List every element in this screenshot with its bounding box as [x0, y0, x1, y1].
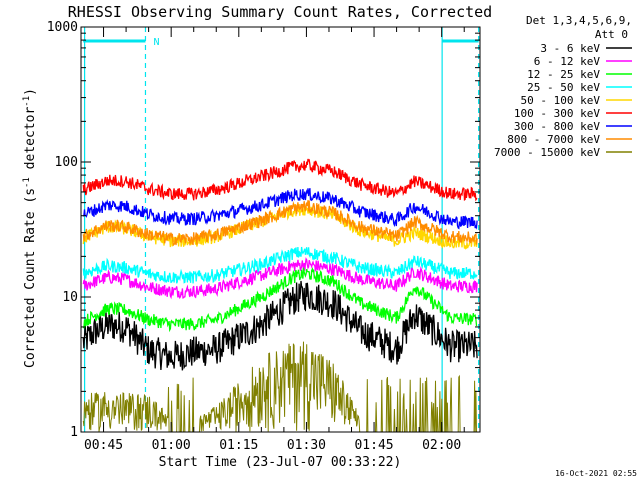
x-tick-label: 01:45	[354, 438, 393, 453]
legend-label-1: 6 - 12 keV	[534, 55, 601, 68]
chart-title: RHESSI Observing Summary Count Rates, Co…	[68, 3, 492, 21]
x-tick-label: 01:15	[219, 438, 258, 453]
x-tick-label: 02:00	[422, 438, 461, 453]
legend-label-7: 800 - 7000 keV	[507, 133, 600, 146]
series-line-5	[82, 158, 478, 202]
y-tick-label: 1000	[47, 20, 78, 35]
legend-label-4: 50 - 100 keV	[521, 94, 601, 107]
legend-label-0: 3 - 6 keV	[540, 42, 600, 55]
footer-timestamp: 16-Oct-2021 02:55	[555, 469, 637, 478]
series-line-0	[82, 280, 478, 371]
x-tick-label: 01:30	[287, 438, 326, 453]
observing-bar-label: N	[153, 37, 159, 48]
y-tick-label: 100	[55, 155, 78, 170]
legend-label-8: 7000 - 15000 keV	[494, 146, 600, 159]
x-tick-label: 00:45	[84, 438, 123, 453]
y-axis-label-sup1: -1	[22, 177, 32, 188]
y-tick-label: 1	[70, 425, 78, 440]
legend-label-6: 300 - 800 keV	[514, 120, 600, 133]
series-line-3	[82, 246, 478, 284]
x-axis-label: Start Time (23-Jul-07 00:33:22)	[159, 455, 402, 470]
x-tick-label: 01:00	[152, 438, 191, 453]
y-axis-label-end: )	[23, 88, 38, 96]
y-axis-label-main: Corrected Count Rate (s	[23, 188, 38, 368]
series-line-2	[82, 267, 478, 333]
legend-label-3: 25 - 50 keV	[527, 81, 600, 94]
legend-label-2: 12 - 25 keV	[527, 68, 600, 81]
y-tick-label: 10	[62, 290, 78, 305]
axes-group: 1 10 100 1000 00:45 01:00 01:15 01:30 01:45 02:00	[47, 20, 481, 453]
legend-header-attenuator: Att 0	[595, 28, 628, 41]
y-axis-label-sup2: -1	[22, 96, 32, 107]
plot-frame	[80, 26, 481, 433]
legend-label-5: 100 - 300 keV	[514, 107, 600, 120]
series-line-6	[82, 188, 478, 230]
series-line-7	[82, 200, 478, 247]
y-axis-label: Corrected Count Rate (s-1 detector-1)	[22, 88, 38, 368]
y-axis-label-mid: detector	[23, 107, 38, 178]
legend-header-detectors: Det 1,3,4,5,6,9,	[526, 14, 632, 27]
